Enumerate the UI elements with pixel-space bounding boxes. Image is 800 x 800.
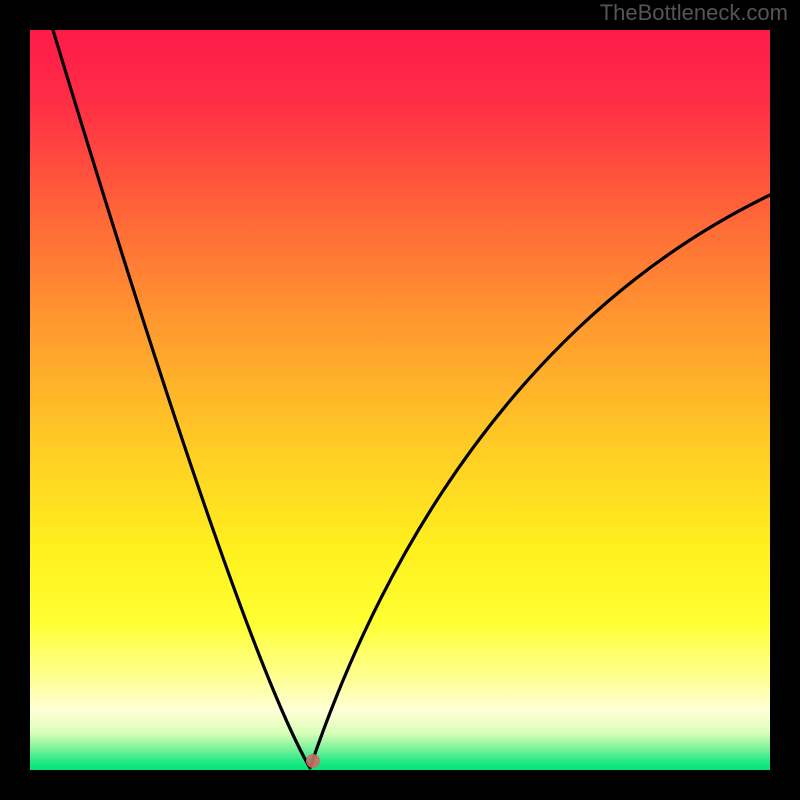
chart-canvas: TheBottleneck.com [0, 0, 800, 800]
attribution-text: TheBottleneck.com [600, 0, 788, 26]
bottleneck-curve [30, 30, 770, 770]
plot-area [30, 30, 770, 770]
minimum-marker [306, 754, 320, 768]
